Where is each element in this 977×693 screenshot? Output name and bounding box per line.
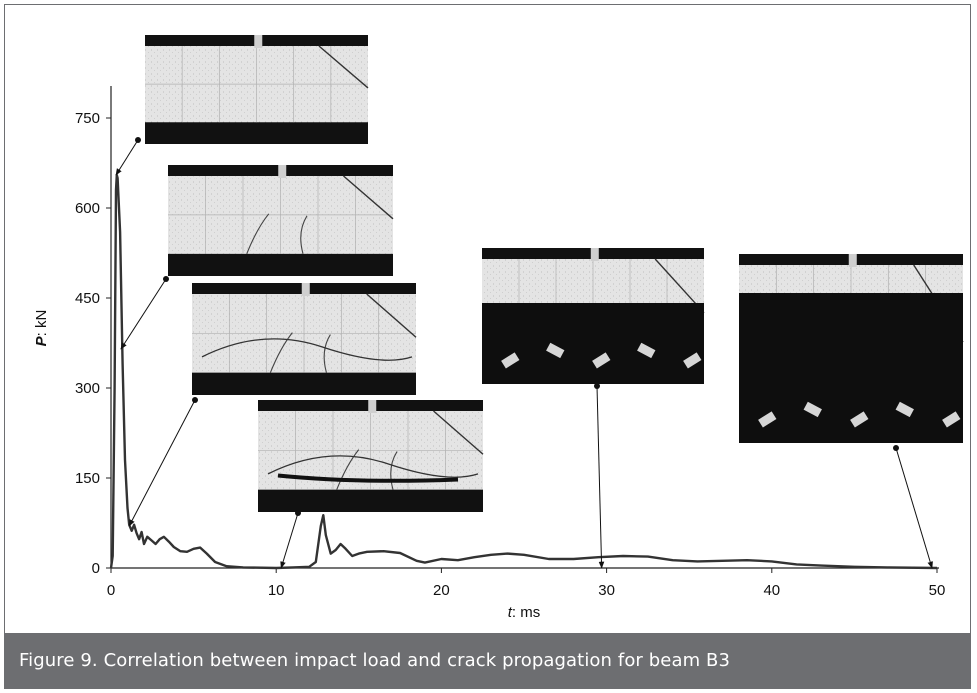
y-tick-label: 300 <box>75 380 100 397</box>
crack-photo-4 <box>258 400 484 512</box>
x-tick-label: 40 <box>763 582 780 599</box>
impactor <box>848 254 857 267</box>
impactor <box>278 165 287 178</box>
concrete-fragment <box>592 352 611 369</box>
strap-line <box>433 410 484 455</box>
y-tick-label: 0 <box>92 560 100 577</box>
concrete-fragment <box>637 342 656 359</box>
caption-bar: Figure 9. Correlation between impact loa… <box>5 633 970 688</box>
spalled-region <box>482 303 704 384</box>
crack-photo-5 <box>482 248 705 384</box>
crack-line <box>267 455 479 478</box>
y-tick-label: 750 <box>75 110 100 127</box>
x-tick-label: 50 <box>929 582 946 599</box>
concrete-fragment <box>546 342 565 359</box>
concrete-fragment <box>850 411 869 428</box>
concrete-fragment <box>803 401 822 418</box>
crack-photo-2 <box>168 165 394 276</box>
concrete-fragment <box>758 411 777 428</box>
crack-photos <box>145 35 964 512</box>
strap-line <box>318 45 369 89</box>
crack-line <box>336 449 398 490</box>
impactor <box>301 283 310 296</box>
callout-dot <box>192 397 198 403</box>
crack-band <box>277 473 459 483</box>
y-axis-unit: : kN <box>33 310 50 337</box>
concrete-fragment <box>683 352 702 369</box>
y-tick-label: 150 <box>75 470 100 487</box>
y-axis-var: P <box>33 335 50 346</box>
callout-dot <box>893 445 899 451</box>
impactor <box>254 35 263 48</box>
plot-area <box>109 173 938 570</box>
x-axis-var: t <box>508 604 513 621</box>
figure-caption: Figure 9. Correlation between impact loa… <box>19 650 731 671</box>
callout-dot <box>295 510 301 516</box>
photo-callouts <box>115 137 933 569</box>
y-tick-label: 600 <box>75 200 100 217</box>
crack-photo-6 <box>739 254 964 443</box>
spalled-region <box>739 293 963 443</box>
impactor <box>590 248 599 261</box>
crack-photo-3 <box>192 283 417 395</box>
y-tick-label: 450 <box>75 290 100 307</box>
impactor <box>368 400 377 413</box>
crack-line <box>201 338 413 361</box>
callout-arrow <box>280 512 299 569</box>
callout-dot <box>135 137 141 143</box>
y-axis-label: P: kN <box>33 310 50 347</box>
x-axis-label: t: ms <box>508 604 541 621</box>
concrete-fragment <box>895 401 914 418</box>
callout-dot <box>594 383 600 389</box>
strap-line <box>343 175 394 220</box>
concrete-fragment <box>942 411 961 428</box>
crack-line <box>246 213 308 255</box>
crack-photo-1 <box>145 35 369 144</box>
callout-arrow <box>895 447 933 569</box>
x-tick-label: 0 <box>107 582 115 599</box>
crack-line <box>269 332 331 373</box>
x-axis-unit: : ms <box>512 604 540 621</box>
load-series-line <box>109 173 938 570</box>
concrete-fragment <box>501 352 520 369</box>
x-tick-label: 20 <box>433 582 450 599</box>
strap-line <box>366 293 417 338</box>
callout-dot <box>163 276 169 282</box>
callout-arrow <box>115 139 139 176</box>
callout-arrow <box>596 385 605 569</box>
callout-arrow <box>128 399 196 527</box>
callout-arrow <box>120 278 167 350</box>
x-tick-label: 10 <box>268 582 285 599</box>
x-tick-label: 30 <box>598 582 615 599</box>
